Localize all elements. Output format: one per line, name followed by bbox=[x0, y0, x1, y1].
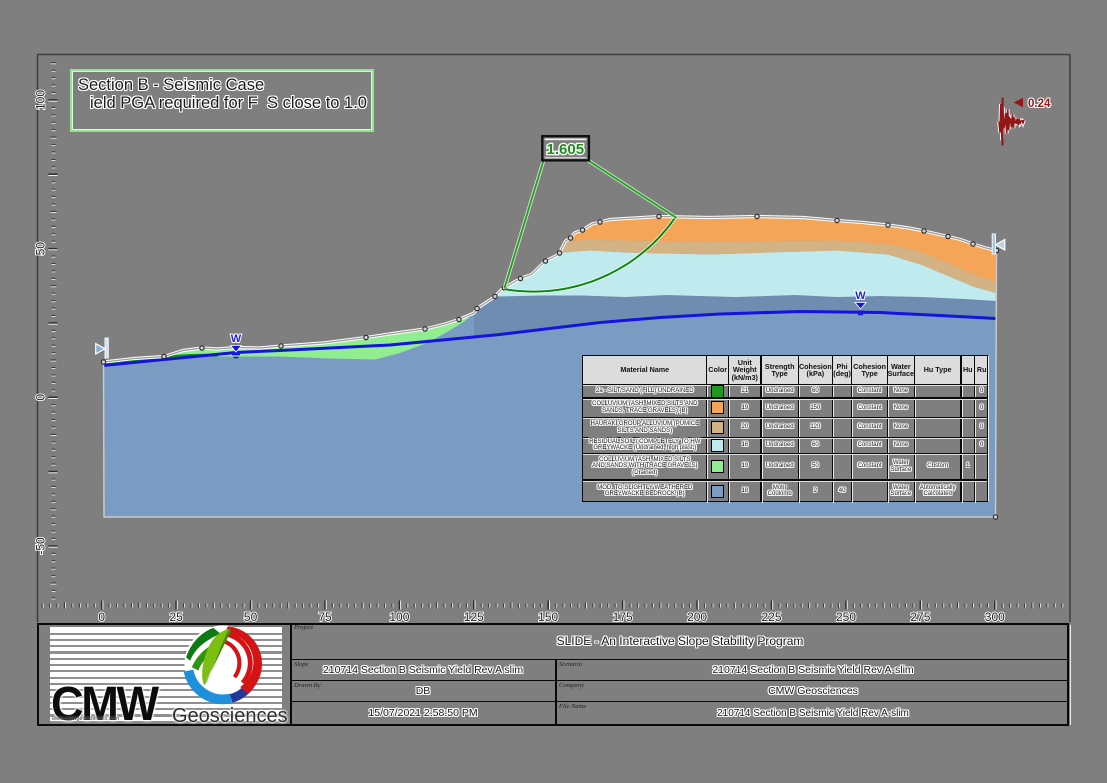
svg-text:0: 0 bbox=[34, 394, 48, 401]
svg-text:W: W bbox=[855, 290, 866, 302]
svg-text:225: 225 bbox=[761, 610, 781, 624]
svg-text:50: 50 bbox=[244, 610, 258, 624]
svg-text:25: 25 bbox=[169, 610, 183, 624]
svg-text:150: 150 bbox=[538, 610, 558, 624]
svg-text:275: 275 bbox=[910, 610, 930, 624]
svg-text:W: W bbox=[231, 333, 242, 345]
svg-text:1.605: 1.605 bbox=[547, 141, 585, 158]
svg-text:0.24: 0.24 bbox=[1028, 98, 1051, 110]
svg-text:100: 100 bbox=[34, 90, 48, 110]
svg-text:125: 125 bbox=[464, 610, 484, 624]
svg-text:75: 75 bbox=[318, 610, 332, 624]
svg-text:100: 100 bbox=[389, 610, 409, 624]
svg-text:200: 200 bbox=[687, 610, 707, 624]
svg-text:175: 175 bbox=[613, 610, 633, 624]
svg-text:300: 300 bbox=[985, 610, 1005, 624]
svg-text:-50: -50 bbox=[34, 537, 48, 555]
svg-text:250: 250 bbox=[836, 610, 856, 624]
svg-text:0: 0 bbox=[98, 610, 105, 624]
svg-text:50: 50 bbox=[34, 242, 48, 256]
